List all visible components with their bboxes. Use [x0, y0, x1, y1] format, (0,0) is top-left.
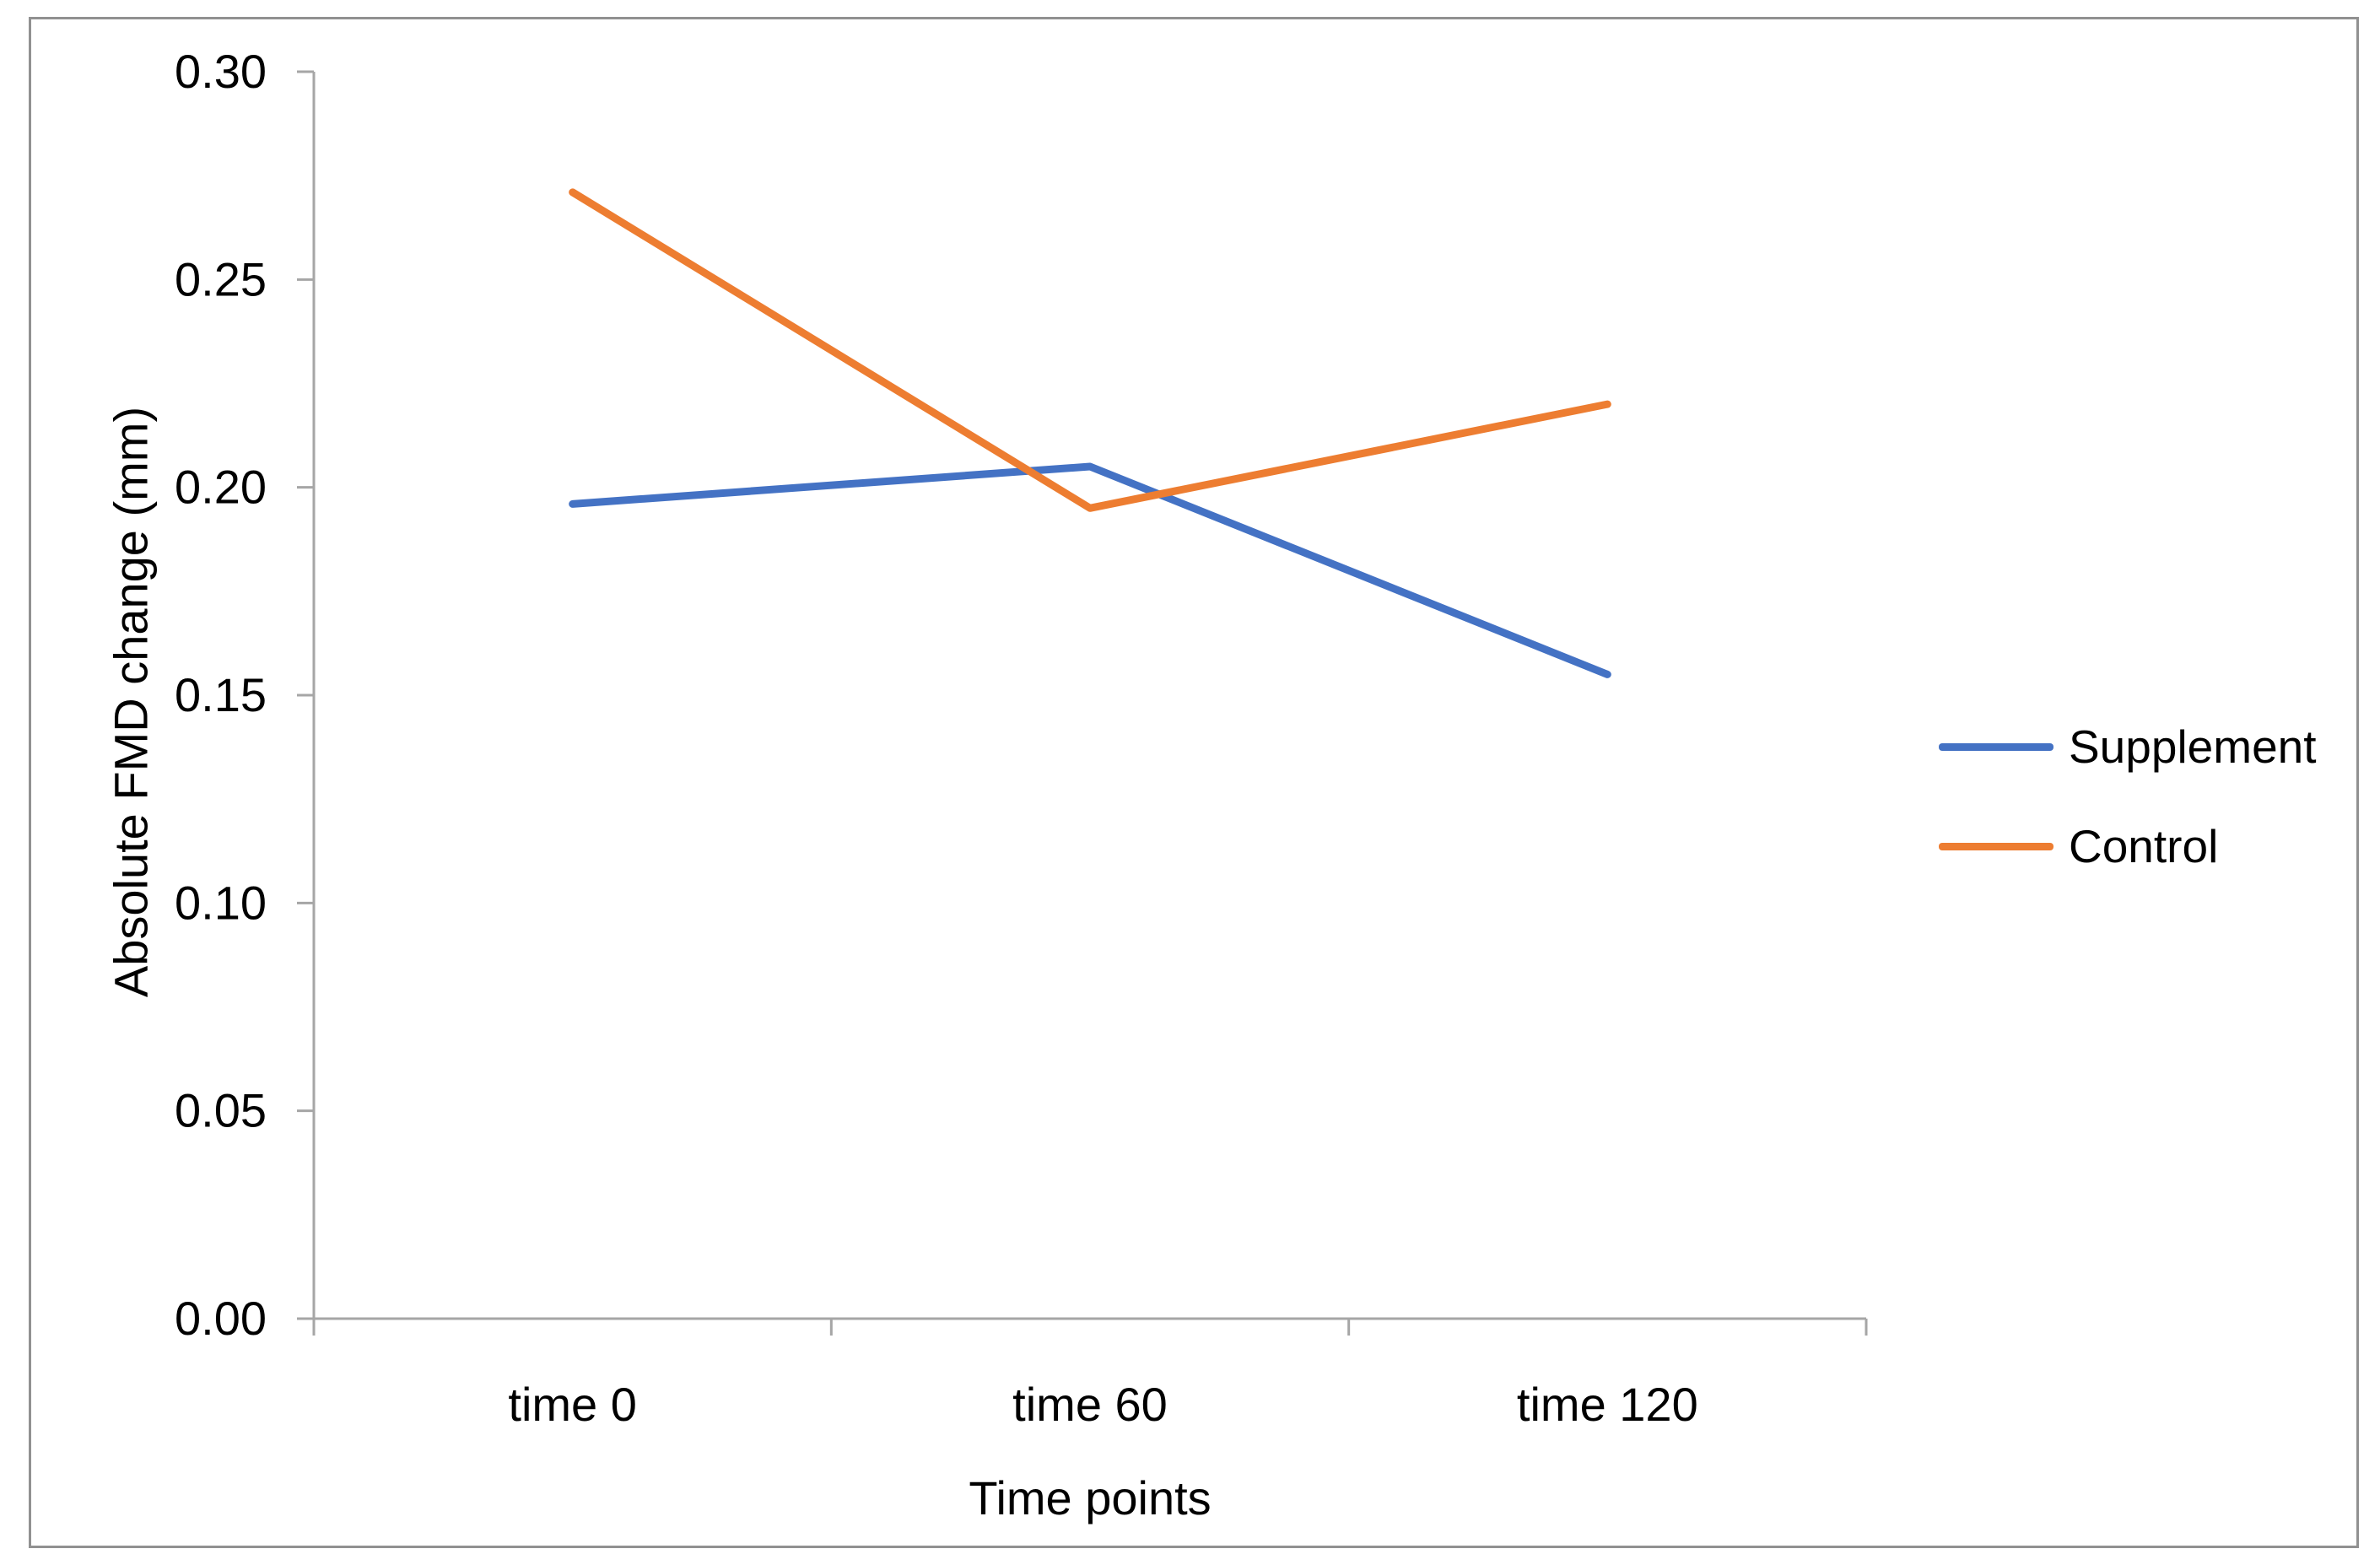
chart-border — [29, 17, 2359, 1548]
series-line-supplement — [569, 462, 1611, 678]
y-axis-title: Absolute FMD change (mm) — [104, 406, 158, 998]
y-tick-label: 0.05 — [175, 1084, 267, 1137]
x-tick-label: time 60 — [1012, 1378, 1168, 1431]
legend-label-control: Control — [2069, 820, 2219, 872]
legend-swatch-control-line — [1939, 842, 2053, 850]
x-tick-label: time 0 — [508, 1378, 637, 1431]
y-tick-label: 0.15 — [175, 668, 267, 721]
x-tick-label: time 120 — [1517, 1378, 1698, 1431]
legend: Supplement Control — [1939, 719, 2317, 874]
y-tick-label: 0.30 — [175, 45, 267, 98]
legend-item-supplement: Supplement — [1939, 719, 2317, 774]
legend-label-supplement: Supplement — [2069, 720, 2317, 773]
series-line-control — [569, 188, 1611, 512]
legend-item-control: Control — [1939, 818, 2317, 874]
legend-swatch-supplement-line — [1939, 742, 2053, 751]
y-tick-label: 0.25 — [175, 252, 267, 305]
y-tick-label: 0.20 — [175, 461, 267, 514]
y-tick-label: 0.00 — [175, 1292, 267, 1345]
x-axis-title: Time points — [969, 1471, 1212, 1525]
y-tick-label: 0.10 — [175, 876, 267, 929]
